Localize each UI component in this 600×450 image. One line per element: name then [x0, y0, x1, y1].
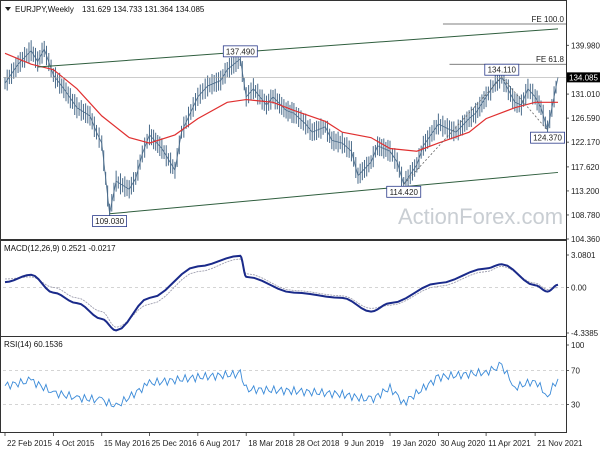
- x-tick-label: 22 Feb 2015: [7, 439, 52, 448]
- sma-line: [4, 52, 558, 152]
- price-label-box: [92, 215, 127, 228]
- price-y-tick-label: 108.780: [571, 211, 600, 220]
- x-tick-label: 11 Apr 2021: [488, 439, 531, 448]
- rsi-panel: [0, 336, 567, 433]
- price-y-tick-label: 139.980: [571, 41, 600, 50]
- price-y-tick-label: 117.620: [571, 163, 600, 172]
- x-tick-label: 28 Oct 2018: [296, 439, 340, 448]
- macd-signal-line: [4, 258, 559, 328]
- rsi-title: RSI(14) 60.1536: [4, 340, 63, 349]
- price-label-box: [484, 63, 520, 76]
- price-ohlc-values: 131.629 134.733 131.364 134.085: [82, 5, 205, 14]
- rsi-line: [4, 361, 559, 408]
- price-y-tick-label: 131.010: [571, 90, 600, 99]
- channel-upper-line: [37, 28, 559, 68]
- rsi-y-tick-label: 70: [571, 367, 580, 376]
- macd-y-tick-label: -4.3385: [571, 329, 599, 338]
- rsi-layer: [3, 361, 566, 408]
- rsi-y-tick-label: 30: [571, 401, 580, 410]
- macd-line: [4, 254, 559, 332]
- macd-layer: [3, 254, 566, 332]
- x-tick-label: 19 Jan 2020: [392, 439, 437, 448]
- price-y-tick-label: 122.170: [571, 138, 600, 147]
- price-y-tick-label: 126.590: [571, 114, 600, 123]
- macd-y-tick-label: 3.0801: [571, 251, 596, 260]
- channel-lower-line: [109, 171, 559, 215]
- watermark-text: ActionForex.com: [398, 204, 563, 229]
- fe-level-label: FE 61.8: [536, 55, 565, 64]
- price-label: 134.110: [488, 66, 517, 75]
- price-label: 109.030: [95, 217, 124, 226]
- x-tick-label: 15 May 2016: [104, 439, 151, 448]
- fe-level-label: FE 100.0: [532, 15, 565, 24]
- x-tick-label: 6 Aug 2017: [200, 439, 241, 448]
- x-tick-label: 21 Nov 2021: [537, 439, 583, 448]
- x-tick-label: 30 Aug 2020: [440, 439, 485, 448]
- price-label: 114.420: [390, 188, 419, 197]
- x-tick-label: 25 Dec 2016: [151, 439, 197, 448]
- price-y-tick-label: 113.200: [571, 187, 600, 196]
- axis-layer: 139.980 131.010 126.590 122.170 117.620 113.2…: [4, 41, 600, 448]
- price-close-line: [4, 47, 559, 214]
- collapse-triangle-icon[interactable]: [5, 7, 11, 11]
- macd-title: MACD(12,26,9) 0.2521 -0.0217: [4, 244, 116, 253]
- rsi-y-tick-label: 100: [571, 341, 585, 350]
- x-tick-label: 18 Mar 2018: [248, 439, 293, 448]
- price-chart-title: EURJPY,Weekly: [15, 5, 74, 14]
- price-label: 124.370: [533, 134, 562, 143]
- last-price-box: [567, 72, 600, 83]
- x-tick-label: 9 Jun 2019: [344, 439, 384, 448]
- price-label-box: [222, 45, 258, 58]
- price-label-box: [386, 185, 422, 198]
- price-label: 137.490: [226, 47, 255, 56]
- price-y-tick-label: 104.360: [571, 235, 600, 244]
- last-price-label: 134.085: [569, 73, 598, 82]
- x-tick-label: 4 Oct 2015: [55, 439, 95, 448]
- price-layer: FE 100.0 FE 61.8 137.490 134.110 124.370 114.…: [3, 15, 600, 228]
- macd-y-tick-label: 0.00: [571, 283, 587, 292]
- price-label-box: [530, 131, 565, 144]
